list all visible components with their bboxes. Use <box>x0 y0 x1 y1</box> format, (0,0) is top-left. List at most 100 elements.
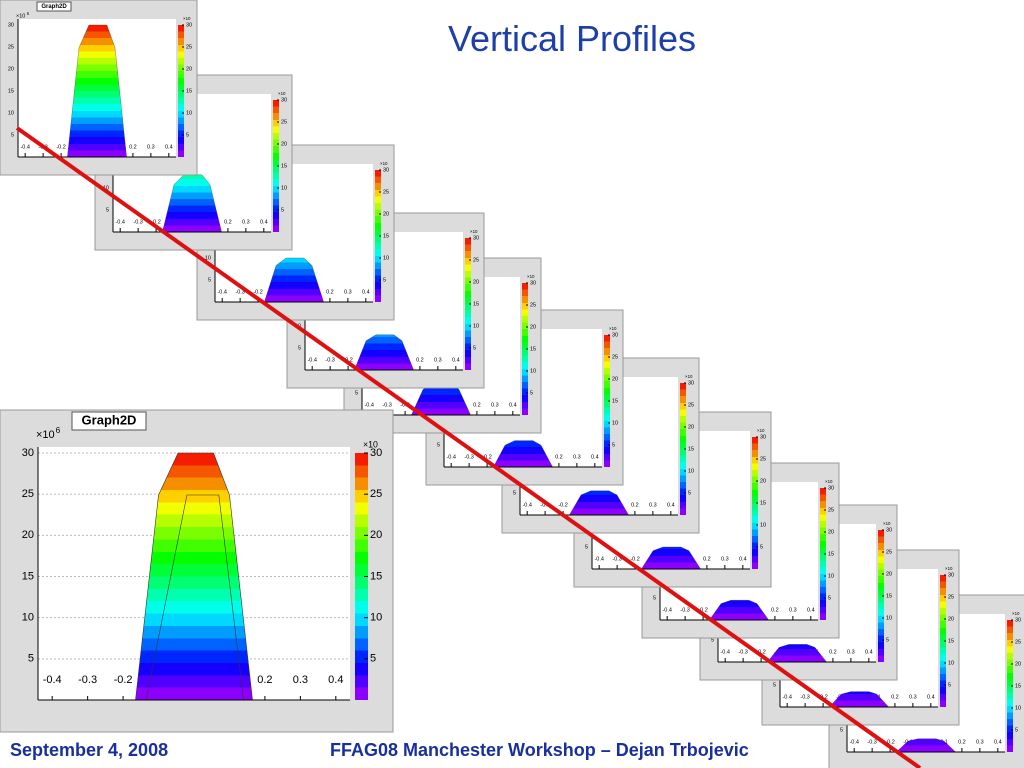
x-tick-label: 0.3 <box>491 402 499 408</box>
colorbar-label: 30 <box>828 485 834 491</box>
y-exponent: ×10 <box>16 13 25 19</box>
x-tick-label: 0.2 <box>958 739 966 745</box>
x-tick-label: 0.3 <box>847 649 855 655</box>
colorbar-label: 20 <box>383 211 389 217</box>
x-tick-label: -0.3 <box>464 454 473 460</box>
colorbar-label: 10 <box>473 323 479 329</box>
colorbar-label: 15 <box>688 446 694 452</box>
colorbar-label: 20 <box>828 529 834 535</box>
z-exponent: ×10 <box>527 274 535 279</box>
colorbar-label: 5 <box>760 544 763 550</box>
x-tick-label: 0.3 <box>147 144 155 150</box>
x-tick-label: -0.4 <box>720 649 729 655</box>
x-tick-label: 0.3 <box>649 502 657 508</box>
colorbar-label: 5 <box>281 207 284 213</box>
x-tick-label: 0.4 <box>591 454 599 460</box>
x-tick-label: -0.4 <box>662 607 671 613</box>
colorbar-label: 15 <box>760 500 766 506</box>
y-tick-label: 5 <box>653 595 656 601</box>
colorbar-label: 25 <box>530 302 536 308</box>
y-tick-label: 5 <box>298 345 301 351</box>
y-tick-label: 15 <box>22 570 34 582</box>
colorbar-label: 20 <box>1015 661 1021 667</box>
colorbar-label: 20 <box>530 324 536 330</box>
x-tick-label: -0.3 <box>680 607 689 613</box>
x-tick-label: 0.2 <box>631 502 639 508</box>
colorbar-label: 30 <box>688 380 694 386</box>
colorbar-label: 30 <box>886 527 892 533</box>
red-diagonal <box>15 126 922 768</box>
z-exponent: ×10 <box>1012 611 1020 616</box>
colorbar-label: 25 <box>281 119 287 125</box>
x-tick-label: 0.4 <box>807 607 815 613</box>
x-tick-label: 0.3 <box>573 454 581 460</box>
x-tick-label: -0.4 <box>446 454 455 460</box>
x-tick-label: -0.2 <box>885 739 894 745</box>
z-exponent: ×10 <box>883 521 891 526</box>
colorbar-label: 25 <box>688 402 694 408</box>
colorbar-label: 5 <box>530 390 533 396</box>
y-tick-label: 10 <box>8 110 14 116</box>
x-tick-label: -0.3 <box>540 502 549 508</box>
x-tick-label: -0.2 <box>482 454 491 460</box>
x-tick-label: -0.3 <box>133 219 142 225</box>
colorbar-label: 25 <box>1015 639 1021 645</box>
colorbar <box>752 437 758 569</box>
colorbar-label: 5 <box>948 682 951 688</box>
z-exponent: ×10 <box>278 91 286 96</box>
y-tick-label: 5 <box>513 490 516 496</box>
x-tick-label: -0.4 <box>307 357 316 363</box>
x-tick-label: 0.2 <box>473 402 481 408</box>
colorbar-label: 25 <box>370 488 382 500</box>
x-tick-label: 0.4 <box>362 289 370 295</box>
colorbar-label: 10 <box>886 615 892 621</box>
z-exponent: ×10 <box>380 161 388 166</box>
x-tick-label: 0.2 <box>416 357 424 363</box>
y-tick-label: 25 <box>22 488 34 500</box>
colorbar <box>522 283 528 415</box>
colorbar-label: 10 <box>530 368 536 374</box>
x-tick-label: -0.3 <box>867 739 876 745</box>
x-tick-label: 0.4 <box>739 556 747 562</box>
colorbar <box>820 488 826 620</box>
z-exponent: ×10 <box>609 326 617 331</box>
y-tick-label: 10 <box>22 612 34 624</box>
colorbar-label: 30 <box>370 447 382 459</box>
x-tick-label: -0.4 <box>217 289 226 295</box>
x-tick-label: -0.4 <box>20 144 29 150</box>
colorbar <box>1007 620 1013 752</box>
z-exponent: ×10 <box>825 479 833 484</box>
colorbar <box>178 25 184 157</box>
colorbar <box>878 530 884 662</box>
x-tick-label: 0.4 <box>994 739 1002 745</box>
footer-date: September 4, 2008 <box>10 740 169 760</box>
colorbar-label: 30 <box>612 332 618 338</box>
x-tick-label: 0.3 <box>909 694 917 700</box>
colorbar-label: 5 <box>370 653 376 665</box>
colorbar-label: 10 <box>948 660 954 666</box>
plot-title: Graph2D <box>82 412 137 427</box>
colorbar <box>680 383 686 515</box>
x-tick-label: 0.3 <box>344 289 352 295</box>
colorbar-label: 20 <box>886 571 892 577</box>
colorbar <box>355 453 368 700</box>
colorbar-label: 15 <box>1015 683 1021 689</box>
x-tick-label: 0.4 <box>667 502 675 508</box>
colorbar-label: 25 <box>612 354 618 360</box>
plot-panel: Graph2D51015202530×106-0.4-0.3-0.2-0.1-0… <box>0 409 394 733</box>
colorbar-label: 10 <box>281 185 287 191</box>
x-tick-label: 0.3 <box>434 357 442 363</box>
plot-panel: Graph2D51015202530×106-0.4-0.3-0.2-0.1-0… <box>0 0 198 176</box>
x-tick-label: 0.4 <box>165 144 173 150</box>
colorbar-label: 25 <box>886 549 892 555</box>
colorbar-label: 30 <box>281 97 287 103</box>
colorbar-label: 10 <box>688 468 694 474</box>
colorbar-label: 25 <box>828 507 834 513</box>
title-box <box>71 411 147 431</box>
x-tick-label: 0.4 <box>927 694 935 700</box>
x-tick-label: 0.2 <box>555 454 563 460</box>
colorbar-label: 20 <box>760 478 766 484</box>
x-tick-label: 0.2 <box>771 607 779 613</box>
colorbar-label: 25 <box>760 456 766 462</box>
